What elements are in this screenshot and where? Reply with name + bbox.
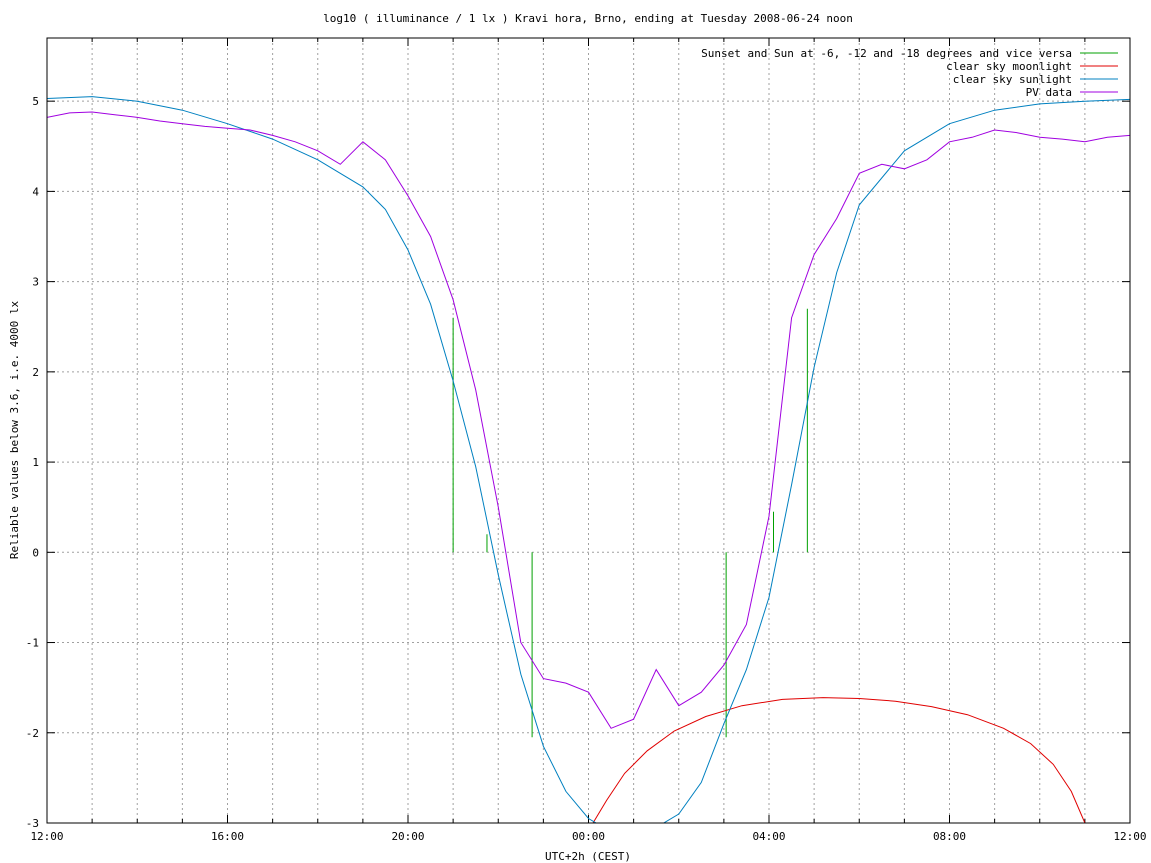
x-tick-label: 12:00	[30, 830, 63, 843]
x-axis: 12:00 16:00 20:00 00:00 04:00 08:00 12:00	[30, 38, 1147, 843]
y-axis-label: Reliable values below 3.6, i.e. 4000 lx	[8, 300, 21, 559]
legend-label: clear sky moonlight	[946, 60, 1072, 73]
x-tick-label: 12:00	[1113, 830, 1146, 843]
y-tick-label: -1	[26, 637, 39, 650]
series-line-3	[47, 111, 1130, 729]
chart-title: log10 ( illuminance / 1 lx ) Kravi hora,…	[323, 12, 853, 25]
y-tick-label: 2	[32, 366, 39, 379]
legend: Sunset and Sun at -6, -12 and -18 degree…	[701, 47, 1118, 99]
grid	[47, 38, 1130, 823]
plot-area	[47, 96, 1130, 823]
legend-label: PV data	[1026, 86, 1072, 99]
legend-label: clear sky sunlight	[953, 73, 1072, 86]
y-tick-label: -2	[26, 727, 39, 740]
y-tick-label: 3	[32, 276, 39, 289]
x-tick-label: 16:00	[211, 830, 244, 843]
y-tick-label: 4	[32, 185, 39, 198]
x-tick-label: 00:00	[572, 830, 605, 843]
x-axis-label: UTC+2h (CEST)	[545, 850, 631, 863]
series-line-1	[592, 697, 1086, 823]
y-tick-label: 0	[32, 546, 39, 559]
y-tick-label: 1	[32, 456, 39, 469]
x-tick-label: 08:00	[933, 830, 966, 843]
x-tick-label: 20:00	[391, 830, 424, 843]
plot-frame	[46, 37, 1131, 824]
series-line-2	[47, 96, 1130, 823]
y-axis: -3 -2 -1 0 1 2 3 4 5	[26, 95, 1130, 830]
y-tick-label: 5	[32, 95, 39, 108]
series-group	[47, 96, 1130, 823]
legend-label: Sunset and Sun at -6, -12 and -18 degree…	[701, 47, 1072, 60]
y-tick-label: -3	[26, 817, 39, 830]
x-tick-label: 04:00	[752, 830, 785, 843]
